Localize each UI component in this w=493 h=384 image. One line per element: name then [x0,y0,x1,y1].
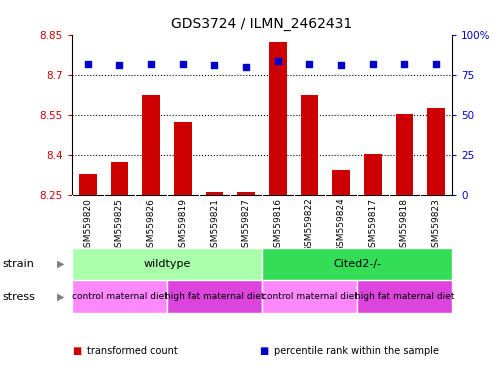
Text: wildtype: wildtype [143,259,191,269]
Bar [238,192,255,195]
Text: GSM559822: GSM559822 [305,198,314,252]
Text: GSM559825: GSM559825 [115,198,124,253]
Point [369,61,377,67]
Text: GSM559823: GSM559823 [432,198,441,253]
Text: percentile rank within the sample: percentile rank within the sample [274,346,439,356]
Text: GSM559819: GSM559819 [178,198,187,253]
Bar [357,280,452,313]
Bar [72,248,262,280]
Text: GSM559817: GSM559817 [368,198,377,253]
Text: ▶: ▶ [57,259,64,269]
Bar [332,170,350,195]
Point [84,61,92,67]
Text: GSM559818: GSM559818 [400,198,409,253]
Bar [262,280,357,313]
Text: ■: ■ [259,346,269,356]
Title: GDS3724 / ILMN_2462431: GDS3724 / ILMN_2462431 [172,17,352,31]
Text: strain: strain [2,259,35,269]
Text: high fat maternal diet: high fat maternal diet [355,292,454,301]
Point [179,61,187,67]
Bar [142,95,160,195]
Text: GSM559816: GSM559816 [273,198,282,253]
Bar [206,192,223,195]
Bar [79,174,97,195]
Point [337,62,345,68]
Text: Cited2-/-: Cited2-/- [333,259,381,269]
Text: ▶: ▶ [57,291,64,301]
Text: GSM559824: GSM559824 [337,198,346,252]
Bar [301,95,318,195]
Bar [174,122,192,195]
Text: GSM559827: GSM559827 [242,198,250,253]
Text: GSM559821: GSM559821 [210,198,219,253]
Point [400,61,408,67]
Point [211,62,218,68]
Text: GSM559826: GSM559826 [146,198,156,253]
Point [306,61,314,67]
Bar [364,154,382,195]
Text: GSM559820: GSM559820 [83,198,92,253]
Text: high fat maternal diet: high fat maternal diet [165,292,264,301]
Point [242,64,250,70]
Text: control maternal diet: control maternal diet [71,292,168,301]
Text: ■: ■ [72,346,81,356]
Bar [396,114,413,195]
Bar [72,280,167,313]
Point [274,58,282,64]
Bar [167,280,262,313]
Text: transformed count: transformed count [87,346,177,356]
Bar [262,248,452,280]
Bar [269,42,286,195]
Text: stress: stress [2,291,35,301]
Bar [427,108,445,195]
Text: control maternal diet: control maternal diet [262,292,357,301]
Point [432,61,440,67]
Bar [111,162,128,195]
Point [115,62,123,68]
Point [147,61,155,67]
